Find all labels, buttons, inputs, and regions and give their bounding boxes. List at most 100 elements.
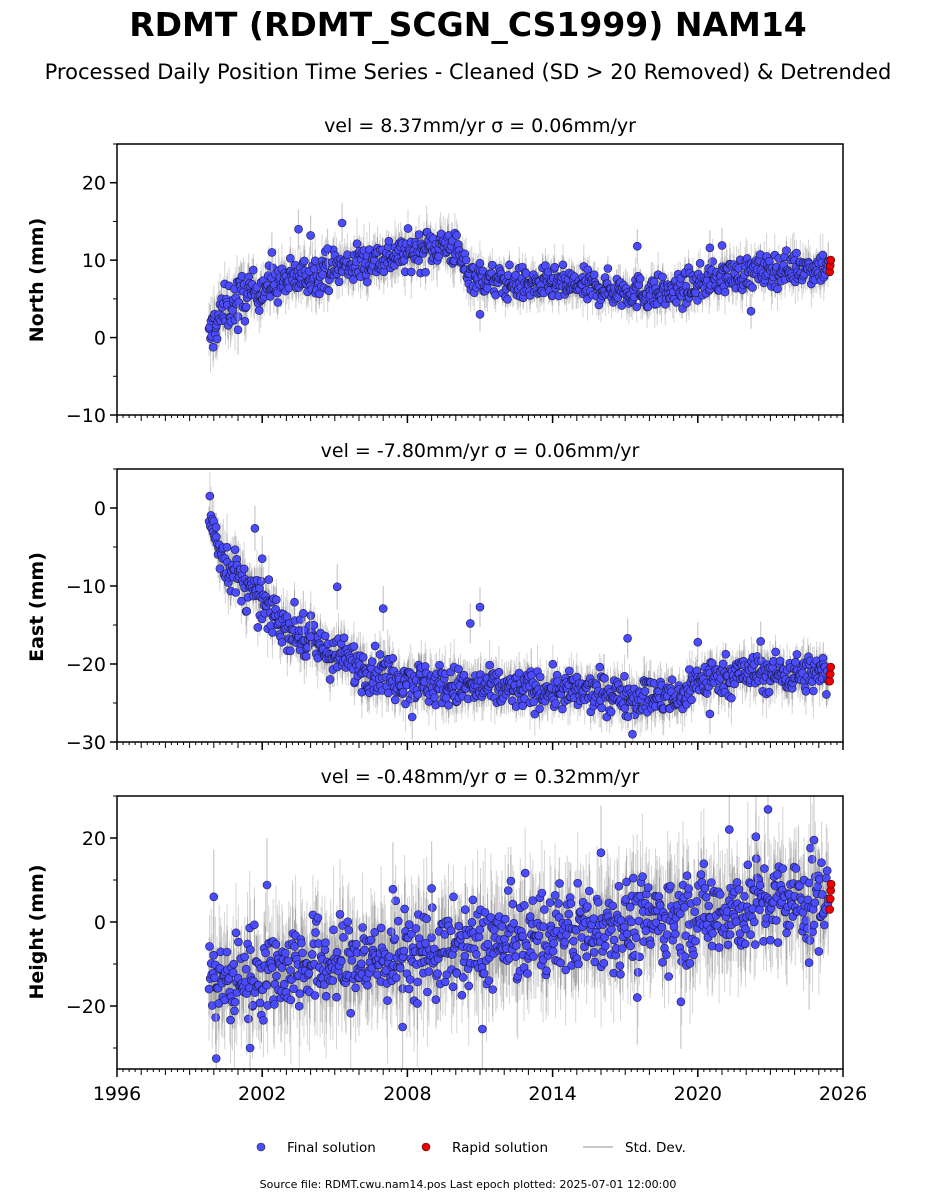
rapid-solution-points xyxy=(825,662,836,686)
final-solution-point xyxy=(773,284,782,294)
final-solution-point xyxy=(388,653,398,663)
final-solution-point xyxy=(358,652,368,662)
final-solution-points xyxy=(204,224,833,352)
final-solution-point xyxy=(628,729,637,739)
final-solution-point xyxy=(635,274,645,284)
final-solution-point xyxy=(475,309,485,319)
final-solution-point xyxy=(370,641,380,651)
final-solution-point xyxy=(727,693,736,703)
final-solution-point xyxy=(250,523,260,533)
panel-north: vel = 8.37mm/yr σ = 0.06mm/yr North (mm)… xyxy=(26,115,844,427)
y-tick-label: −20 xyxy=(66,654,106,676)
final-solution-point xyxy=(672,298,681,307)
rapid-solution-point xyxy=(825,676,835,686)
final-solution-point xyxy=(337,218,347,228)
final-solution-point xyxy=(632,241,642,251)
final-solution-point xyxy=(239,564,249,574)
final-solution-point xyxy=(818,250,828,260)
final-solution-point xyxy=(384,236,394,246)
final-solution-point xyxy=(441,693,451,703)
figure-title: RDMT (RDMT_SCGN_CS1999) NAM14 xyxy=(129,5,807,44)
final-solution-point xyxy=(324,286,334,296)
rapid-solution-point xyxy=(826,255,836,265)
final-solution-point xyxy=(564,666,574,676)
final-solution-point xyxy=(286,646,295,656)
final-solution-point xyxy=(430,693,439,702)
y-tick-label: 0 xyxy=(94,328,106,350)
panel-east-title: vel = -7.80mm/yr σ = 0.06mm/yr xyxy=(321,440,640,462)
panel-east: vel = -7.80mm/yr σ = 0.06mm/yr East (mm)… xyxy=(26,440,844,754)
final-solution-point xyxy=(771,647,780,657)
final-solution-point xyxy=(801,686,811,696)
final-solution-point xyxy=(367,657,377,666)
final-solution-point xyxy=(454,664,463,674)
final-solution-point xyxy=(623,633,632,643)
final-solution-point xyxy=(756,637,766,646)
plot-area xyxy=(204,203,836,373)
final-solution-point xyxy=(205,491,215,501)
figure-subtitle: Processed Daily Position Time Series - C… xyxy=(45,60,892,84)
final-solution-point xyxy=(349,642,359,651)
final-solution-point xyxy=(273,298,283,307)
final-solution-point xyxy=(485,660,494,670)
final-solution-point xyxy=(241,302,251,312)
y-tick-label: 10 xyxy=(82,250,106,272)
final-solution-point xyxy=(414,230,424,239)
final-solution-point xyxy=(237,596,246,606)
final-solution-point xyxy=(294,224,303,234)
final-solution-point xyxy=(809,686,818,696)
final-solution-point xyxy=(530,709,540,719)
final-solution-point xyxy=(620,671,629,681)
final-solution-point xyxy=(434,252,443,261)
final-solution-point xyxy=(212,334,222,344)
final-solution-point xyxy=(632,302,642,312)
final-solution-point xyxy=(208,342,218,352)
final-solution-point xyxy=(589,270,599,280)
final-solution-point xyxy=(535,672,545,682)
plot-area xyxy=(204,472,836,742)
final-solution-point xyxy=(306,231,315,240)
final-solution-point xyxy=(550,262,560,272)
final-solution-point xyxy=(791,657,800,667)
panel-height-ylabel: Height (mm) xyxy=(26,864,48,999)
final-solution-point xyxy=(707,658,717,668)
final-solution-point xyxy=(667,675,677,685)
final-solution-point xyxy=(413,690,423,699)
final-solution-point xyxy=(503,294,512,304)
final-solution-point xyxy=(267,248,277,257)
final-solution-point xyxy=(362,277,372,287)
y-tick-label: 20 xyxy=(82,173,106,195)
panel-east-ylabel: East (mm) xyxy=(26,552,48,662)
panel-height: vel = -0.48mm/yr σ = 0.32mm/yr Height (m… xyxy=(26,766,867,1105)
final-solution-point xyxy=(475,602,485,612)
final-solution-point xyxy=(475,258,485,268)
final-solution-point xyxy=(231,588,240,597)
final-solution-point xyxy=(403,224,413,233)
final-solution-point xyxy=(257,554,267,564)
final-solution-point xyxy=(461,255,471,265)
final-solution-point xyxy=(323,244,332,253)
final-solution-point xyxy=(658,272,667,282)
final-solution-point xyxy=(705,709,715,719)
final-solution-point xyxy=(299,256,309,266)
final-solution-point xyxy=(718,659,728,669)
final-solution-point xyxy=(558,704,567,714)
panel-east-plot: 0 −10 −20 −30 xyxy=(66,468,844,754)
final-solution-point xyxy=(414,256,423,265)
final-solution-point xyxy=(606,707,616,717)
final-solution-point xyxy=(782,246,791,255)
final-solution-point xyxy=(256,576,266,586)
final-solution-point xyxy=(693,637,703,647)
final-solution-point xyxy=(398,687,408,697)
final-solution-points xyxy=(204,491,833,722)
final-solution-point xyxy=(383,688,393,698)
final-solution-point xyxy=(764,687,774,697)
final-solution-point xyxy=(717,241,727,250)
final-solution-point xyxy=(268,628,277,637)
final-solution-point xyxy=(535,704,544,714)
final-solution-point xyxy=(600,673,609,683)
final-solution-point xyxy=(242,606,252,616)
final-solution-point xyxy=(320,631,330,641)
